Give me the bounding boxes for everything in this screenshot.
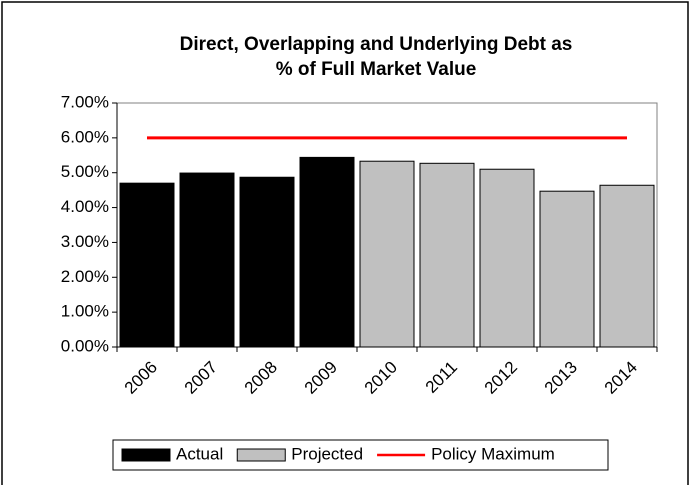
y-tick-label: 3.00% <box>61 232 109 251</box>
y-tick-label: 0.00% <box>61 336 109 355</box>
legend-label: Actual <box>176 444 223 463</box>
y-tick-label: 1.00% <box>61 302 109 321</box>
bar <box>179 172 235 348</box>
y-tick-label: 7.00% <box>61 92 109 111</box>
bar <box>359 160 415 348</box>
bar <box>119 182 175 348</box>
bar <box>419 162 475 348</box>
chart-title: % of Full Market Value <box>276 59 477 80</box>
y-tick-label: 5.00% <box>61 162 109 181</box>
y-tick-label: 2.00% <box>61 267 109 286</box>
chart-title: Direct, Overlapping and Underlying Debt … <box>180 34 573 55</box>
bar <box>239 176 295 348</box>
legend-label: Projected <box>291 444 363 463</box>
bar <box>599 184 655 348</box>
bar <box>479 168 535 348</box>
legend-label: Policy Maximum <box>431 444 555 463</box>
legend-swatch <box>121 448 171 462</box>
legend-swatch <box>236 448 286 462</box>
y-tick-label: 6.00% <box>61 127 109 146</box>
legend <box>112 439 609 471</box>
y-tick-label: 4.00% <box>61 197 109 216</box>
bar <box>539 190 595 348</box>
bar <box>299 156 355 348</box>
